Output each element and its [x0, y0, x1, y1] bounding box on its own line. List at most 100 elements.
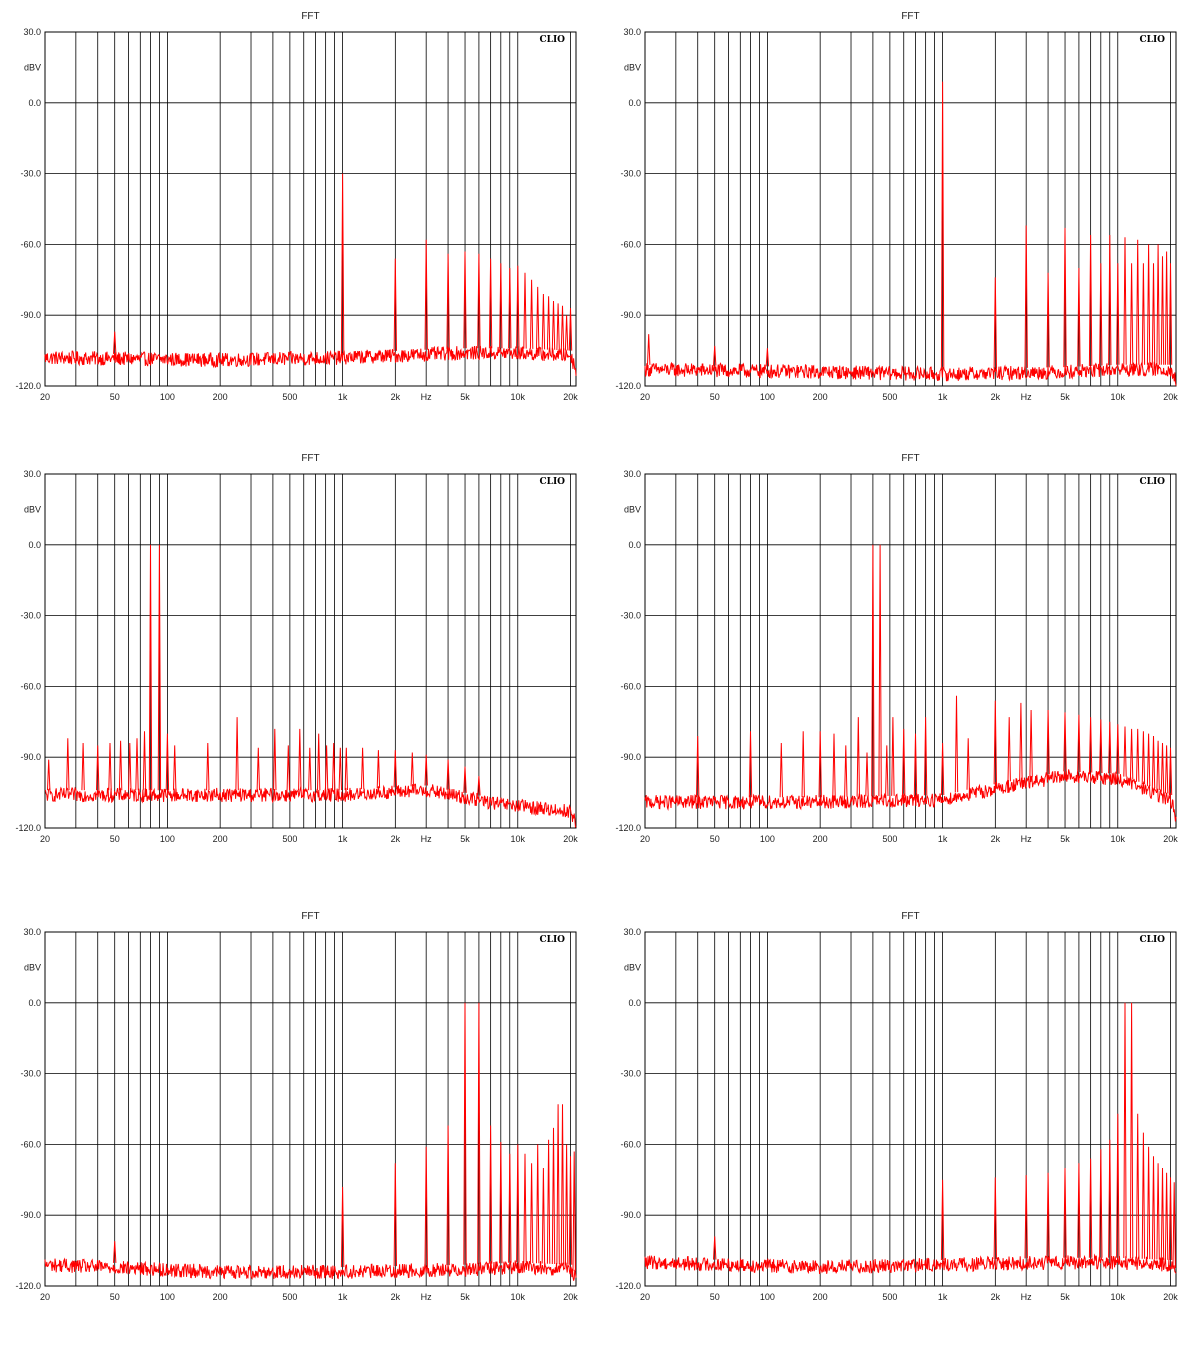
fft-peak-32 — [1129, 728, 1134, 780]
fft-peak-2 — [66, 738, 70, 791]
y-tick-label: 30.0 — [623, 27, 641, 37]
fft-peak-8 — [1088, 1158, 1093, 1258]
clio-brand-label: CLIO — [539, 477, 565, 487]
y-tick-label: 0.0 — [628, 998, 641, 1008]
x-tick-label: 10k — [511, 834, 526, 844]
fft-peak-6 — [1063, 1167, 1067, 1258]
fft-trace-noise-floor — [44, 345, 577, 376]
x-tick-label: 1k — [338, 834, 348, 844]
fft-peak-2 — [340, 173, 345, 354]
fft-peak-6 — [463, 251, 467, 349]
fft-peak-30 — [424, 754, 428, 786]
x-tick-label: 500 — [882, 392, 897, 402]
x-tick-label: 200 — [213, 392, 228, 402]
fft-peak-9 — [865, 752, 869, 797]
y-tick-label: -90.0 — [20, 310, 41, 320]
x-tick-label: 10k — [1111, 392, 1126, 402]
fft-peak-12 — [1108, 234, 1112, 366]
fft-peak-9 — [142, 731, 147, 791]
x-tick-label: 500 — [282, 1292, 297, 1302]
x-tick-label: 20k — [1163, 834, 1178, 844]
plot-frame — [644, 931, 1177, 1287]
y-tick-label: -30.0 — [620, 1069, 641, 1079]
x-tick-label: 50 — [710, 1292, 720, 1302]
x-tick-label: 50 — [710, 392, 720, 402]
x-tick-label: 5k — [460, 392, 470, 402]
x-tick-label: 10k — [1111, 1292, 1126, 1302]
y-tick-label: -60.0 — [620, 239, 641, 249]
fft-peak-13 — [1116, 263, 1120, 365]
fft-peak-16 — [546, 296, 551, 350]
fft-peak-18 — [954, 695, 959, 793]
chart-title: FFT — [901, 911, 919, 922]
fft-peak-6 — [118, 740, 123, 791]
x-tick-label: 200 — [813, 392, 828, 402]
chart-title: FFT — [301, 911, 319, 922]
fft-peak-27 — [376, 750, 381, 789]
fft-peak-1 — [713, 1236, 717, 1260]
x-tick-label: 5k — [460, 1292, 470, 1302]
fft-peak-23 — [332, 742, 336, 791]
fft-peak-22 — [1172, 1182, 1176, 1269]
fft-peak-21 — [1160, 256, 1165, 365]
fft-peak-32 — [463, 766, 467, 793]
fft-peak-20 — [1156, 244, 1160, 365]
x-tick-label: 200 — [213, 1292, 228, 1302]
fft-peak-5 — [446, 253, 450, 349]
fft-peak-12 — [523, 1153, 527, 1263]
fft-peak-3 — [393, 258, 397, 351]
fft-peak-14 — [536, 1144, 540, 1264]
x-unit-label: Hz — [421, 392, 432, 402]
fft-peak-22 — [1019, 702, 1023, 780]
y-tick-label: 0.0 — [28, 998, 41, 1008]
fft-peak-9 — [499, 263, 503, 349]
clio-brand-label: CLIO — [539, 35, 565, 45]
y-tick-label: -90.0 — [20, 1210, 41, 1220]
fft-trace-noise-floor — [644, 361, 1177, 386]
x-tick-label: 200 — [213, 834, 228, 844]
x-tick-label: 10k — [511, 1292, 526, 1302]
y-tick-label: -120.0 — [615, 381, 641, 391]
y-tick-label: -30.0 — [620, 169, 641, 179]
chart-title: FFT — [901, 11, 919, 22]
y-tick-label: -30.0 — [620, 611, 641, 621]
fft-peak-2 — [340, 1186, 345, 1268]
x-tick-label: 10k — [511, 392, 526, 402]
fft-peak-25 — [1063, 712, 1067, 772]
fft-peak-4 — [801, 731, 805, 798]
fft-peak-11 — [1116, 1113, 1120, 1258]
fft-peak-12 — [885, 745, 889, 797]
x-unit-label: Hz — [1021, 1292, 1032, 1302]
fft-peak-17 — [1141, 263, 1146, 365]
fft-chart-1: FFT CLIO 30.0 0.0 -30.0 -60.0 -90.0 -120.0 dBV 20… — [15, 11, 578, 402]
y-tick-label: 30.0 — [623, 927, 641, 937]
y-tick-label: -60.0 — [20, 239, 41, 249]
fft-chart-2: FFT CLIO 30.0 0.0 -30.0 -60.0 -90.0 -120.0 dBV 20… — [615, 11, 1178, 402]
x-tick-label: 20 — [40, 1292, 50, 1302]
clio-brand-label: CLIO — [539, 935, 565, 945]
fft-peak-3 — [765, 348, 770, 367]
fft-peak-14 — [536, 286, 540, 350]
fft-peak-15 — [541, 1167, 546, 1264]
x-tick-label: 20k — [563, 834, 578, 844]
fft-peak-20 — [993, 700, 997, 785]
y-tick-label: 30.0 — [623, 469, 641, 479]
fft-trace-noise-floor — [644, 769, 1177, 822]
y-unit-label: dBV — [624, 962, 641, 972]
fft-peak-11 — [878, 544, 882, 797]
fft-peak-5 — [108, 742, 112, 791]
fft-trace-noise-floor — [44, 1257, 577, 1281]
x-unit-label: Hz — [421, 834, 432, 844]
fft-peak-19 — [966, 738, 970, 790]
fft-peak-16 — [1136, 239, 1140, 365]
fft-peak-39 — [1164, 745, 1169, 794]
fft-peak-11 — [1099, 263, 1103, 366]
x-tick-label: 5k — [460, 834, 470, 844]
fft-peak-10 — [508, 267, 512, 349]
y-tick-label: -120.0 — [15, 1281, 41, 1291]
fft-peak-17 — [273, 728, 277, 791]
fft-peak-19 — [560, 1104, 565, 1265]
y-tick-label: 0.0 — [28, 98, 41, 108]
fft-peak-37 — [1156, 740, 1160, 791]
